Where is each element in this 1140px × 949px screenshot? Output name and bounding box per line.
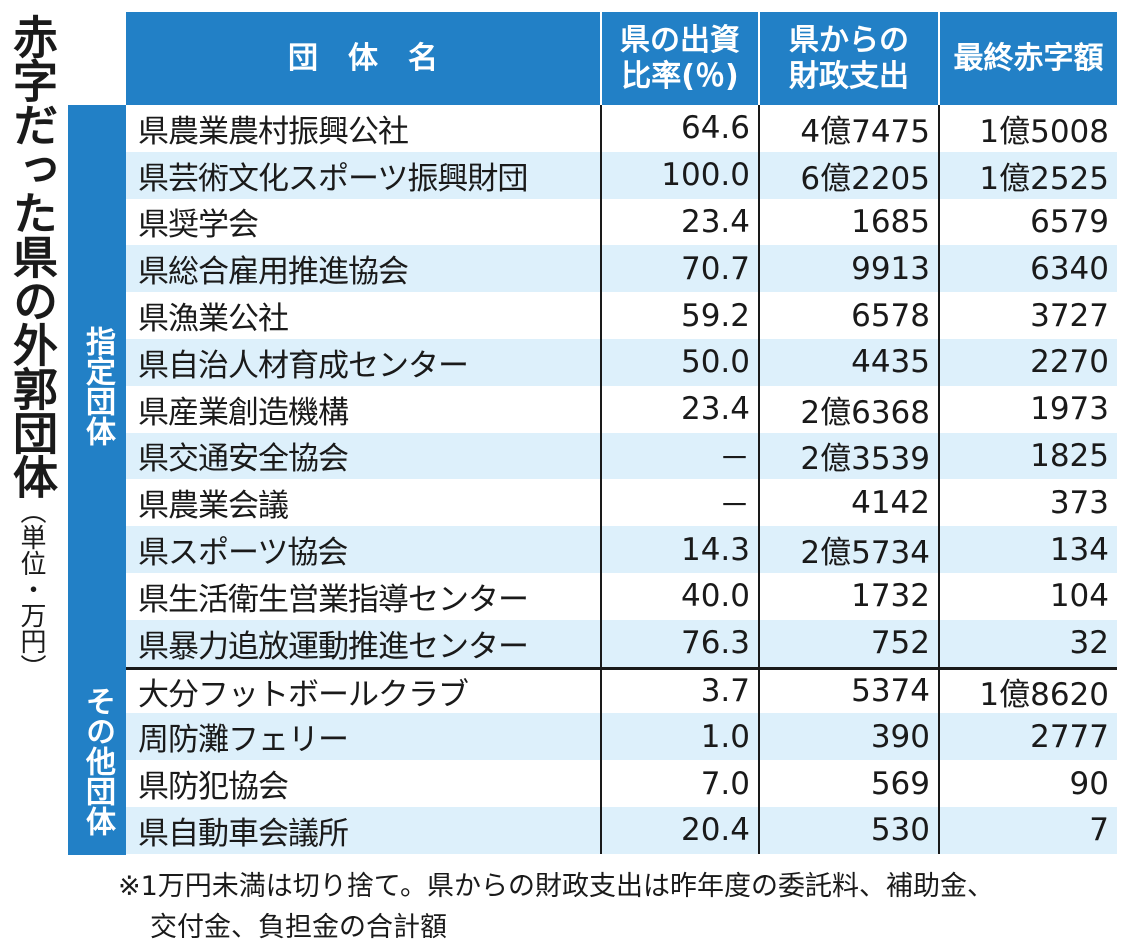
group-label-other: その他団体: [68, 667, 126, 855]
table-row: 県自治人材育成センター 50.0 4435 2270: [126, 338, 1117, 386]
org-name: 県スポーツ協会: [126, 526, 602, 573]
table-row: 県漁業公社 59.2 6578 3727: [126, 292, 1117, 339]
expenditure-cell: 4億7475: [760, 105, 940, 152]
table-row: 県自動車会議所 20.4 530 7: [126, 806, 1117, 854]
expenditure-cell: 390: [760, 713, 940, 761]
table-row: 県奨学会 23.4 1685 6579: [126, 198, 1117, 246]
deficit-cell: 90: [1069, 765, 1109, 802]
ratio-cell: 76.3: [602, 619, 760, 667]
table-header: 団 体 名 県の出資比率(％) 県からの財政支出 最終赤字額: [126, 12, 1117, 105]
org-name: 県交通安全協会: [126, 432, 602, 480]
header-deficit: 最終赤字額: [940, 12, 1117, 105]
org-name: 県暴力追放運動推進センター: [126, 619, 602, 667]
table-row: 県産業創造機構 23.4 2億6368 1973: [126, 385, 1117, 433]
graphic-title: 赤字だった県の外郭団体（単位・万円）: [4, 14, 58, 680]
deficit-cell: 104: [1049, 578, 1109, 615]
table-row: 周防灘フェリー 1.0 390 2777: [126, 713, 1117, 761]
ratio-cell: 64.6: [602, 105, 760, 152]
deficit-cell: 134: [1049, 531, 1109, 568]
org-name: 県奨学会: [126, 198, 602, 246]
expenditure-cell: 2億6368: [760, 385, 940, 433]
table-body: 県農業農村振興公社 64.6 4億7475 1億5008 県芸術文化スポーツ振興財団 10…: [126, 105, 1117, 854]
org-name: 県防犯協会: [126, 760, 602, 807]
ratio-cell: 14.3: [602, 526, 760, 573]
expenditure-cell: 6億2205: [760, 151, 940, 199]
org-name: 周防灘フェリー: [126, 713, 602, 761]
deficit-cell: 1億8620: [979, 676, 1109, 713]
title-text: 赤字だった県の外郭団体: [5, 14, 58, 498]
ratio-cell: 1.0: [602, 713, 760, 761]
table-row: 県芸術文化スポーツ振興財団 100.0 6億2205 1億2525: [126, 151, 1117, 199]
table-row: 県交通安全協会－ 2億3539 1825: [126, 432, 1117, 480]
org-name: 県芸術文化スポーツ振興財団: [126, 151, 602, 199]
deficit-cell: 3727: [1030, 297, 1109, 334]
table-row: 県生活衛生営業指導センター 40.0 1732 104: [126, 572, 1117, 620]
table-row: 県農業会議－ 4142 373: [126, 479, 1117, 527]
deficit-cell: 1973: [1030, 391, 1109, 428]
ratio-cell: －: [602, 479, 760, 527]
deficit-cell: 1825: [1030, 437, 1109, 474]
ratio-cell: 7.0: [602, 760, 760, 807]
org-name: 県自動車会議所: [126, 806, 602, 854]
ratio-cell: 50.0: [602, 338, 760, 386]
deficit-cell: 2270: [1030, 344, 1109, 381]
deficit-cell: 2777: [1030, 718, 1109, 755]
expenditure-cell: 569: [760, 760, 940, 807]
deficit-cell: 373: [1049, 484, 1109, 521]
group-label-designated: 指定団体: [68, 105, 126, 667]
org-name: 県産業創造機構: [126, 385, 602, 433]
header-expenditure: 県からの財政支出: [760, 12, 940, 105]
expenditure-cell: 530: [760, 806, 940, 854]
expenditure-cell: 2億3539: [760, 432, 940, 480]
deficit-cell: 6340: [1030, 250, 1109, 287]
footnote-line: 交付金、負担金の合計額: [150, 912, 447, 943]
org-name: 県生活衛生営業指導センター: [126, 572, 602, 620]
expenditure-cell: 4435: [760, 338, 940, 386]
header-expenditure-text: 県からの財政支出: [789, 22, 909, 94]
header-ratio: 県の出資比率(％): [602, 12, 760, 105]
ratio-cell: 100.0: [602, 151, 760, 199]
deficit-cell: 7: [1089, 812, 1109, 849]
header-ratio-text: 県の出資比率(％): [620, 22, 740, 94]
table-row: 大分フットボールクラブ 3.7 5374 1億8620: [126, 666, 1117, 714]
ratio-cell: －: [602, 432, 760, 480]
org-name: 県農業会議: [126, 479, 602, 527]
unit-label: （単位・万円）: [16, 498, 46, 680]
ratio-cell: 40.0: [602, 572, 760, 620]
table-row: 県農業農村振興公社 64.6 4億7475 1億5008: [126, 105, 1117, 152]
ratio-cell: 23.4: [602, 385, 760, 433]
expenditure-cell: 2億5734: [760, 526, 940, 573]
ratio-cell: 23.4: [602, 198, 760, 246]
table-row: 県防犯協会 7.0 569 90: [126, 760, 1117, 807]
org-name: 県農業農村振興公社: [126, 105, 602, 152]
footnote: ※1万円未満は切り捨て。県からの財政支出は昨年度の委託料、補助金、 交付金、負担…: [118, 866, 994, 948]
expenditure-cell: 752: [760, 619, 940, 667]
table-row: 県総合雇用推進協会 70.7 9913 6340: [126, 245, 1117, 293]
expenditure-cell: 9913: [760, 245, 940, 293]
deficit-cell: 32: [1069, 625, 1109, 662]
ratio-cell: 59.2: [602, 292, 760, 339]
org-name: 県総合雇用推進協会: [126, 245, 602, 293]
header-name: 団 体 名: [126, 12, 602, 105]
expenditure-cell: 6578: [760, 292, 940, 339]
ratio-cell: 20.4: [602, 806, 760, 854]
footnote-line: ※1万円未満は切り捨て。県からの財政支出は昨年度の委託料、補助金、: [118, 871, 994, 902]
org-name: 県自治人材育成センター: [126, 338, 602, 386]
org-name: 大分フットボールクラブ: [126, 669, 602, 714]
deficit-cell: 6579: [1030, 203, 1109, 240]
header-deficit-text: 最終赤字額: [953, 40, 1104, 76]
table-row: 県スポーツ協会 14.3 2億5734 134: [126, 526, 1117, 573]
expenditure-cell: 1685: [760, 198, 940, 246]
expenditure-cell: 5374: [760, 669, 940, 714]
ratio-cell: 70.7: [602, 245, 760, 293]
expenditure-cell: 4142: [760, 479, 940, 527]
org-name: 県漁業公社: [126, 292, 602, 339]
expenditure-cell: 1732: [760, 572, 940, 620]
deficit-cell: 1億5008: [979, 113, 1109, 150]
table-row: 県暴力追放運動推進センター 76.3 752 32: [126, 619, 1117, 667]
deficit-cell: 1億2525: [979, 160, 1109, 197]
ratio-cell: 3.7: [602, 669, 760, 714]
